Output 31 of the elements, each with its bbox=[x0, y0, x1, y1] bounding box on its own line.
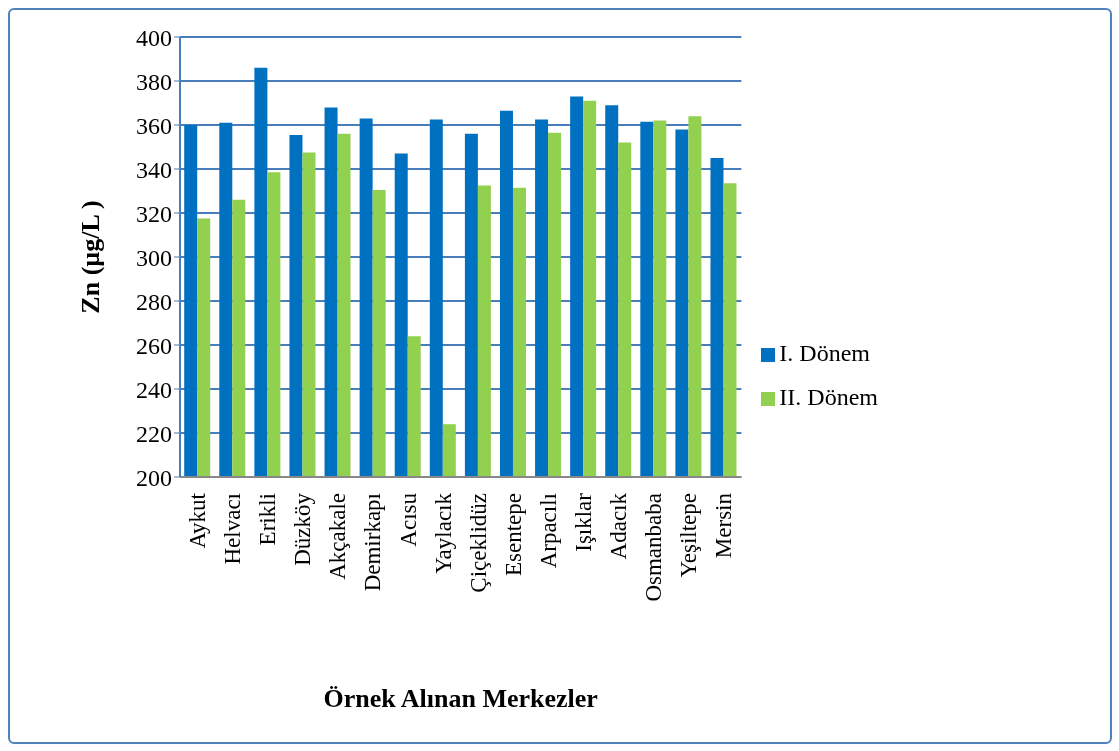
y-tick-label: 200 bbox=[136, 464, 172, 491]
legend-label: I. Dönem bbox=[779, 340, 871, 366]
x-tick-label: Çiçeklidüz bbox=[465, 493, 491, 593]
y-axis-title: Zn (µg/L ) bbox=[76, 200, 106, 314]
y-tick-label: 340 bbox=[136, 156, 172, 183]
x-tick-label: Yeşiltepe bbox=[676, 493, 702, 578]
y-tick-label: 240 bbox=[136, 376, 172, 403]
x-tick-label: Işıklar bbox=[570, 492, 596, 552]
x-tick-label: Erikli bbox=[255, 493, 281, 546]
y-tick-label: 300 bbox=[136, 244, 172, 271]
x-tick-label: Düzköy bbox=[290, 492, 316, 566]
y-tick-label: 280 bbox=[136, 288, 172, 315]
x-tick-label: Esentepe bbox=[500, 493, 526, 577]
x-tick-label: Demirkapı bbox=[360, 493, 386, 592]
x-tick-label: Osmanbaba bbox=[641, 493, 667, 602]
x-tick-label: Mersin bbox=[711, 492, 737, 559]
y-tick-label: 360 bbox=[136, 112, 172, 139]
x-tick-label: Arpacılı bbox=[535, 493, 561, 569]
x-tick-label: Acısu bbox=[395, 492, 421, 547]
y-tick-label: 220 bbox=[136, 420, 172, 447]
x-tick-label: Helvacı bbox=[220, 493, 246, 565]
x-tick-label: Yaylacık bbox=[430, 492, 456, 574]
y-tick-label: 380 bbox=[136, 68, 172, 95]
y-tick-label: 320 bbox=[136, 200, 172, 227]
y-tick-label: 400 bbox=[136, 24, 172, 51]
x-tick-label: Akçakale bbox=[325, 493, 351, 580]
x-tick-label: Adacık bbox=[606, 492, 632, 560]
legend-label: II. Dönem bbox=[779, 384, 878, 410]
x-tick-label: Aykut bbox=[185, 492, 211, 549]
y-tick-label: 260 bbox=[136, 332, 172, 359]
x-axis-title: Örnek Alınan Merkezler bbox=[323, 684, 598, 713]
